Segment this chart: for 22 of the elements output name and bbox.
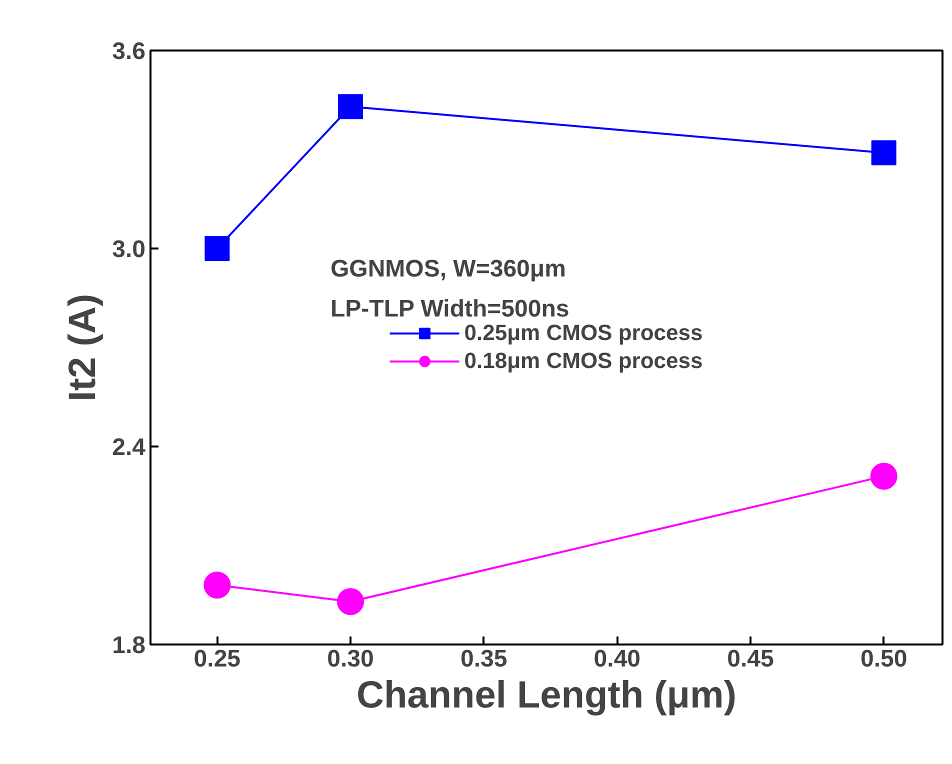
point — [870, 462, 898, 490]
y-axis-title: It2 (A) — [62, 294, 104, 402]
x-tick-label: 0.40 — [594, 646, 641, 672]
x-tick-label: 0.25 — [194, 646, 241, 672]
point — [337, 588, 364, 616]
legend-label: 0.18μm CMOS process — [464, 348, 703, 374]
y-tick-label: 3.6 — [112, 38, 146, 65]
x-tick-label: 0.30 — [327, 646, 374, 672]
x-tick-label: 0.35 — [460, 646, 508, 672]
point — [871, 140, 896, 166]
point — [204, 236, 230, 261]
y-tick-label: 2.4 — [112, 434, 146, 461]
y-tick-label: 1.8 — [112, 632, 146, 659]
annotation: LP-TLP Width=500ns — [330, 296, 570, 322]
y-tick-label: 3.0 — [112, 236, 146, 263]
annotation: GGNMOS, W=360μm — [330, 256, 566, 282]
x-tick-label: 0.45 — [727, 646, 774, 672]
legend-label: 0.25μm CMOS process — [464, 320, 703, 346]
x-tick-label: 0.50 — [860, 646, 908, 672]
point — [338, 94, 363, 120]
x-axis-title: Channel Length (μm) — [356, 674, 736, 716]
point — [204, 572, 231, 599]
